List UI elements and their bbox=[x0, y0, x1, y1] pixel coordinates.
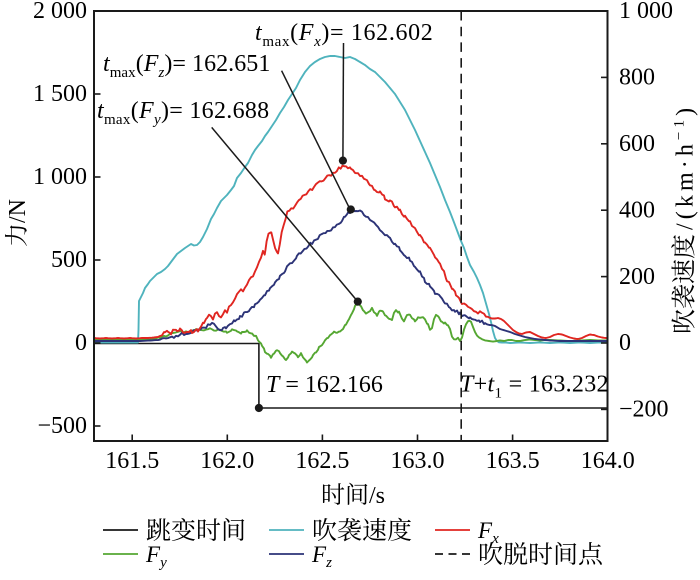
svg-text:Fy: Fy bbox=[145, 542, 167, 571]
svg-text:1 500: 1 500 bbox=[33, 81, 87, 107]
svg-text:162.5: 162.5 bbox=[295, 448, 349, 474]
svg-text:0: 0 bbox=[75, 330, 87, 356]
svg-text:tmax(Fz)= 162.651: tmax(Fz)= 162.651 bbox=[103, 51, 270, 81]
svg-text:163.5: 163.5 bbox=[486, 448, 540, 474]
svg-text:tmax(Fy)= 162.688: tmax(Fy)= 162.688 bbox=[97, 98, 269, 128]
svg-text:163.0: 163.0 bbox=[391, 448, 445, 474]
svg-text:162.0: 162.0 bbox=[200, 448, 254, 474]
svg-text:500: 500 bbox=[51, 247, 87, 273]
svg-text:tmax(Fx)= 162.602: tmax(Fx)= 162.602 bbox=[255, 20, 433, 50]
svg-text:Fz: Fz bbox=[311, 542, 332, 571]
svg-text:−200: −200 bbox=[619, 397, 669, 423]
svg-text:2 000: 2 000 bbox=[33, 0, 87, 24]
svg-text:1 000: 1 000 bbox=[619, 0, 673, 24]
svg-text:0: 0 bbox=[619, 330, 631, 356]
svg-text:T = 162.166: T = 162.166 bbox=[266, 372, 383, 398]
svg-text:161.5: 161.5 bbox=[105, 448, 159, 474]
svg-text:200: 200 bbox=[619, 264, 655, 290]
svg-text:T+t1 = 163.232: T+t1 = 163.232 bbox=[460, 372, 609, 402]
svg-text:/N: /N bbox=[5, 199, 31, 223]
svg-text:/s: /s bbox=[369, 483, 385, 509]
svg-text:164.0: 164.0 bbox=[581, 448, 635, 474]
svg-text:/(km·h−1): /(km·h−1) bbox=[672, 104, 699, 230]
svg-text:1 000: 1 000 bbox=[33, 164, 87, 190]
svg-text:400: 400 bbox=[619, 197, 655, 223]
svg-text:−500: −500 bbox=[37, 413, 87, 439]
svg-text:800: 800 bbox=[619, 65, 655, 91]
svg-text:Fx: Fx bbox=[477, 518, 499, 547]
svg-text:600: 600 bbox=[619, 131, 655, 157]
